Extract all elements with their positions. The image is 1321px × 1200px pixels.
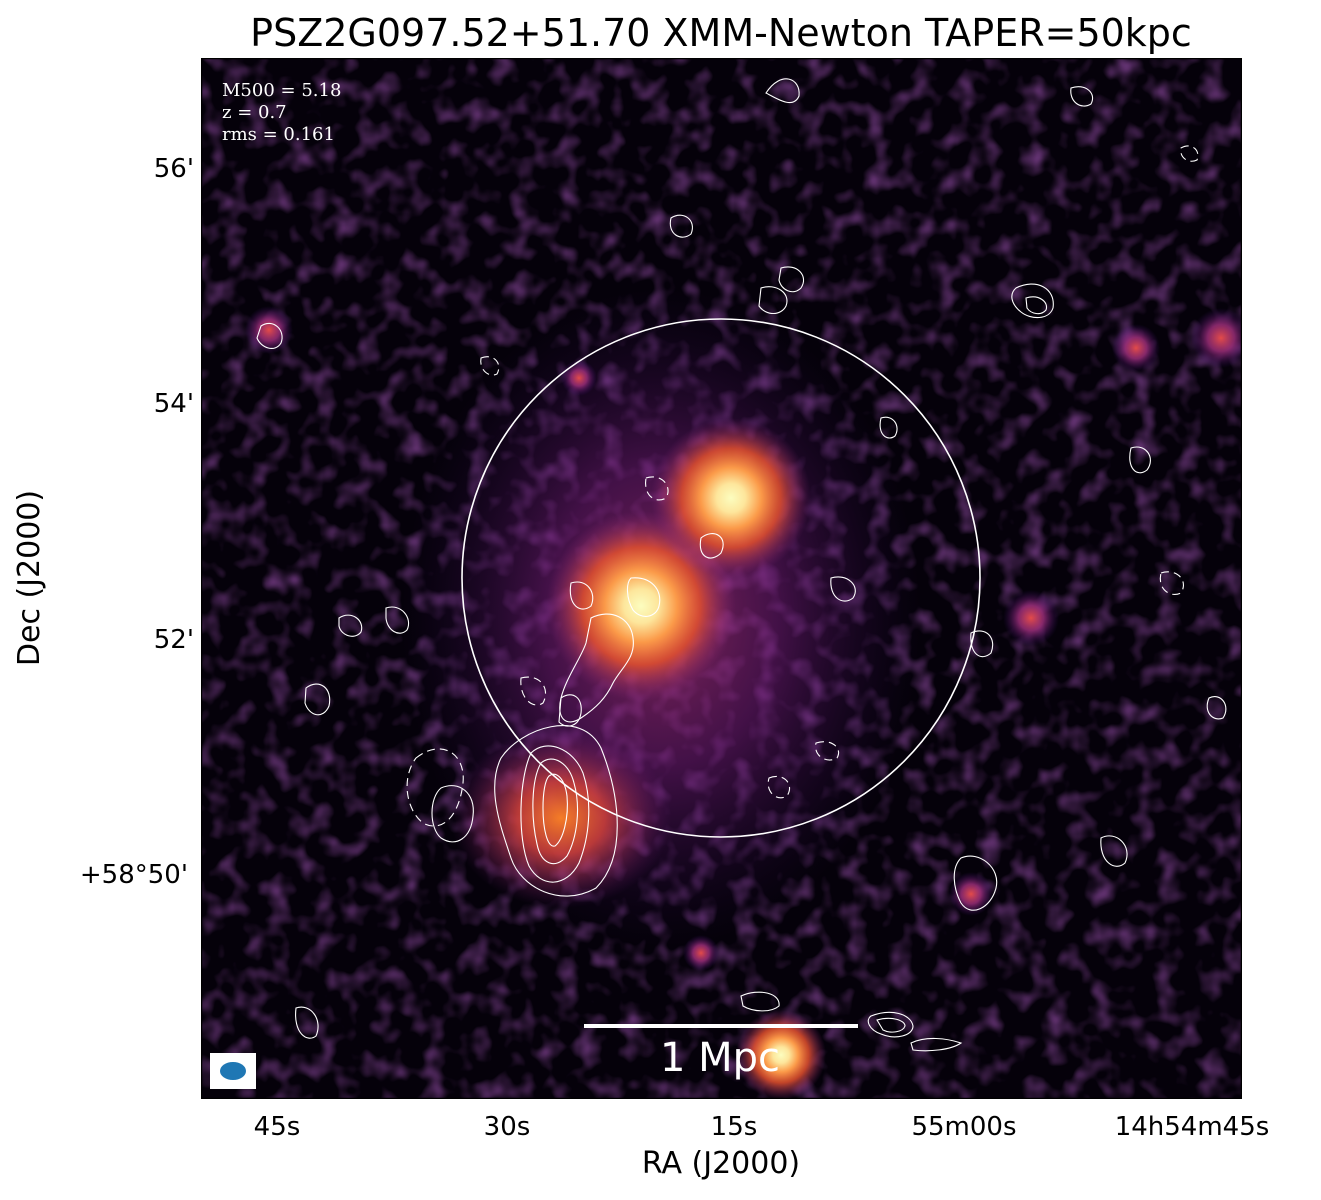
negative-contours [406,145,1199,827]
figure-title: PSZ2G097.52+51.70 XMM-Newton TAPER=50kpc [250,11,1192,55]
beam-ellipse [220,1062,246,1080]
y-tick-label: 52' [153,625,194,655]
west-point-source [1003,590,1059,646]
southwest-point-source [949,872,993,916]
x-tick-label: 15s [710,1112,758,1142]
x-tick-label: 55m00s [911,1112,1017,1142]
rms-label: rms = 0.161 [222,124,335,145]
x-tick-label: 14h54m45s [1114,1112,1270,1142]
redshift-label: z = 0.7 [222,102,287,123]
r500-circle [461,318,981,838]
northern-point-source [651,418,811,578]
southern-point-source [736,1010,826,1099]
scale-bar-label: 1 Mpc [659,1035,781,1081]
plot-frame [201,58,1242,1099]
mass-label: M500 = 5.18 [222,80,342,101]
x-tick-label: 30s [483,1112,531,1142]
east-point-source [245,306,293,354]
northeast-point-source [1112,324,1160,372]
southern-subclump [451,728,671,908]
y-axis-label: Dec (J2000) [12,489,47,667]
y-tick-label: 54' [153,389,194,419]
x-tick-label: 45s [253,1112,301,1142]
radio-contours [256,78,1227,1052]
x-axis-label: RA (J2000) [641,1146,801,1181]
cluster-info: M500 = 5.18 z = 0.7 rms = 0.161 [222,80,341,146]
y-tick-label: +58°50' [79,860,188,890]
faint-source-a [561,360,597,396]
right-point-source [1191,308,1242,368]
y-tick-label: 56' [153,154,194,184]
faint-source-b [683,935,719,971]
xray-image-panel [201,58,1242,1099]
